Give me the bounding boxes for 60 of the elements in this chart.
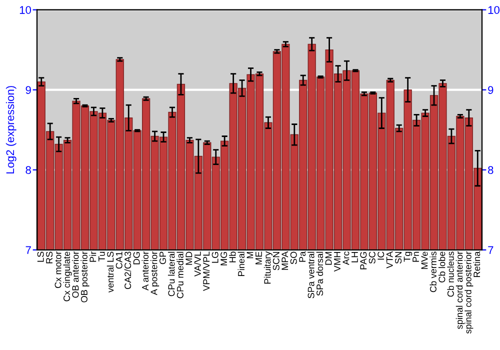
x-tick-label: MG (220, 252, 228, 266)
x-tick-label: OB posterior (80, 251, 90, 302)
y-tick-label: 7 (26, 246, 31, 254)
x-tick-label: RS (46, 252, 53, 264)
x-tick-label: CA1 (116, 252, 122, 269)
x-tick-label: LH (352, 252, 358, 262)
x-tick-label: CPu medial (176, 252, 184, 298)
x-tick-label: Cb nucleus (447, 252, 454, 297)
x-tick-label: Cx motor (54, 251, 62, 288)
x-tick-label: Pir (89, 251, 96, 262)
x-tick-label: VMH (334, 252, 340, 272)
x-tick-label: spinal cord posterior (464, 251, 474, 334)
x-tick-label: SPa ventral (308, 252, 314, 298)
x-tick-label: SCN (272, 252, 280, 270)
x-tick-label: CA2/CA3 (124, 252, 132, 290)
x-tick-label: VA/VL (194, 252, 201, 277)
y2-tick-label: 8 (488, 166, 494, 174)
y2-tick-label: 9 (488, 86, 494, 94)
x-tick-label: SO (290, 252, 297, 264)
x-tick-label: M (246, 252, 254, 258)
x-tick-label: DM (325, 252, 332, 265)
x-tick-label: OB anterior (72, 251, 79, 298)
y-tick-label: 9 (26, 86, 31, 94)
x-tick-label: Pineal (238, 252, 245, 276)
x-tick-label: GP (159, 252, 166, 264)
x-tick-label: MD (186, 252, 192, 265)
x-tick-label: LS (37, 252, 44, 262)
x-tick-label: ME (256, 252, 262, 264)
x-tick-label: IC (378, 252, 384, 260)
y2-tick-label: 10 (488, 6, 500, 14)
x-tick-label: Cb vermis (430, 252, 436, 292)
x-tick-label: MVe (421, 252, 428, 269)
x-tick-label: Hb (229, 252, 236, 262)
x-tick-label: A posterior (150, 251, 160, 296)
x-tick-label: Arc (342, 252, 350, 266)
x-tick-label: Tu (98, 252, 105, 262)
x-tick-label: Pituitary (264, 251, 272, 284)
y-tick-label: 8 (26, 166, 31, 174)
x-tick-label: Pn (412, 252, 419, 262)
x-tick-label: Pa (299, 251, 306, 262)
y-axis-title: Log2 (expression) (6, 86, 16, 174)
x-tick-label: DG (133, 252, 140, 264)
x-tick-label: Cx cingulate (63, 252, 72, 302)
x-tick-label: VPM/VPL (202, 252, 210, 291)
x-tick-label: spinal cord anterior (456, 251, 464, 329)
x-tick-label: Retina (473, 251, 480, 278)
x-tick-label: LG (212, 252, 218, 263)
x-tick-label: A anterior (142, 251, 149, 291)
x-tick-label: CPu lateral (168, 252, 175, 296)
x-tick-label: Tg (404, 252, 412, 262)
x-tick-label: VTA (386, 251, 393, 268)
x-tick-label: Cb lobe (438, 252, 446, 282)
x-tick-label: SPa dorsal (316, 252, 324, 296)
x-tick-label: ventral LS (106, 252, 114, 293)
x-tick-label: PAG (360, 252, 367, 270)
x-tick-label: MPA (282, 251, 288, 270)
x-tick-label: SC (368, 252, 376, 264)
y-tick-label: 10 (20, 6, 32, 14)
y2-tick-label: 7 (488, 246, 494, 254)
x-tick-label: SN (395, 252, 402, 264)
